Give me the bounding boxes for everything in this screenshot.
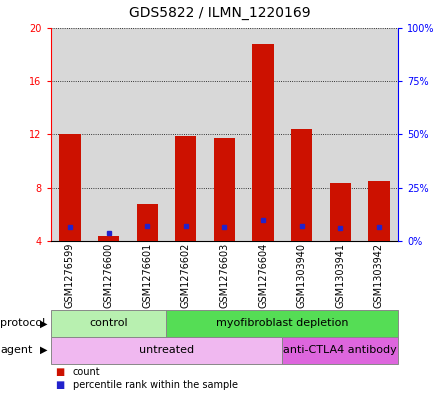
Text: ▶: ▶	[40, 345, 47, 355]
Bar	[59, 134, 81, 241]
Bar	[98, 236, 119, 241]
Bar	[368, 181, 389, 241]
Text: myofibroblast depletion: myofibroblast depletion	[216, 318, 348, 329]
Bar	[359, 28, 398, 241]
Bar	[166, 310, 398, 337]
Text: agent: agent	[0, 345, 33, 355]
Text: GDS5822 / ILMN_1220169: GDS5822 / ILMN_1220169	[129, 6, 311, 20]
Bar	[51, 28, 89, 241]
Bar	[51, 310, 166, 337]
Text: ▶: ▶	[40, 318, 47, 329]
Bar	[214, 138, 235, 241]
Bar	[89, 28, 128, 241]
Bar	[282, 28, 321, 241]
Bar	[136, 204, 158, 241]
Bar	[205, 28, 244, 241]
Text: percentile rank within the sample: percentile rank within the sample	[73, 380, 238, 390]
Text: control: control	[89, 318, 128, 329]
Bar	[253, 44, 274, 241]
Bar	[175, 136, 196, 241]
Text: untreated: untreated	[139, 345, 194, 355]
Bar	[51, 337, 282, 364]
Text: count: count	[73, 367, 100, 377]
Bar	[282, 337, 398, 364]
Bar	[330, 182, 351, 241]
Text: ■: ■	[55, 380, 64, 390]
Bar	[166, 28, 205, 241]
Bar	[321, 28, 359, 241]
Text: anti-CTLA4 antibody: anti-CTLA4 antibody	[283, 345, 397, 355]
Bar	[128, 28, 166, 241]
Bar	[291, 129, 312, 241]
Text: ■: ■	[55, 367, 64, 377]
Bar	[244, 28, 282, 241]
Text: protocol: protocol	[0, 318, 46, 329]
